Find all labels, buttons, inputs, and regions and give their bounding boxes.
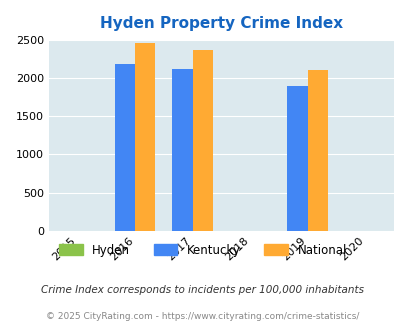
Text: Crime Index corresponds to incidents per 100,000 inhabitants: Crime Index corresponds to incidents per… bbox=[41, 285, 364, 295]
Bar bbox=[192, 50, 212, 231]
Legend: Hyden, Kentucky, National: Hyden, Kentucky, National bbox=[54, 239, 351, 261]
Bar bbox=[287, 85, 307, 231]
Title: Hyden Property Crime Index: Hyden Property Crime Index bbox=[100, 16, 342, 31]
Bar bbox=[307, 70, 327, 231]
Text: © 2025 CityRating.com - https://www.cityrating.com/crime-statistics/: © 2025 CityRating.com - https://www.city… bbox=[46, 312, 359, 321]
Bar bbox=[172, 69, 192, 231]
Bar bbox=[115, 64, 135, 231]
Bar bbox=[134, 44, 155, 231]
